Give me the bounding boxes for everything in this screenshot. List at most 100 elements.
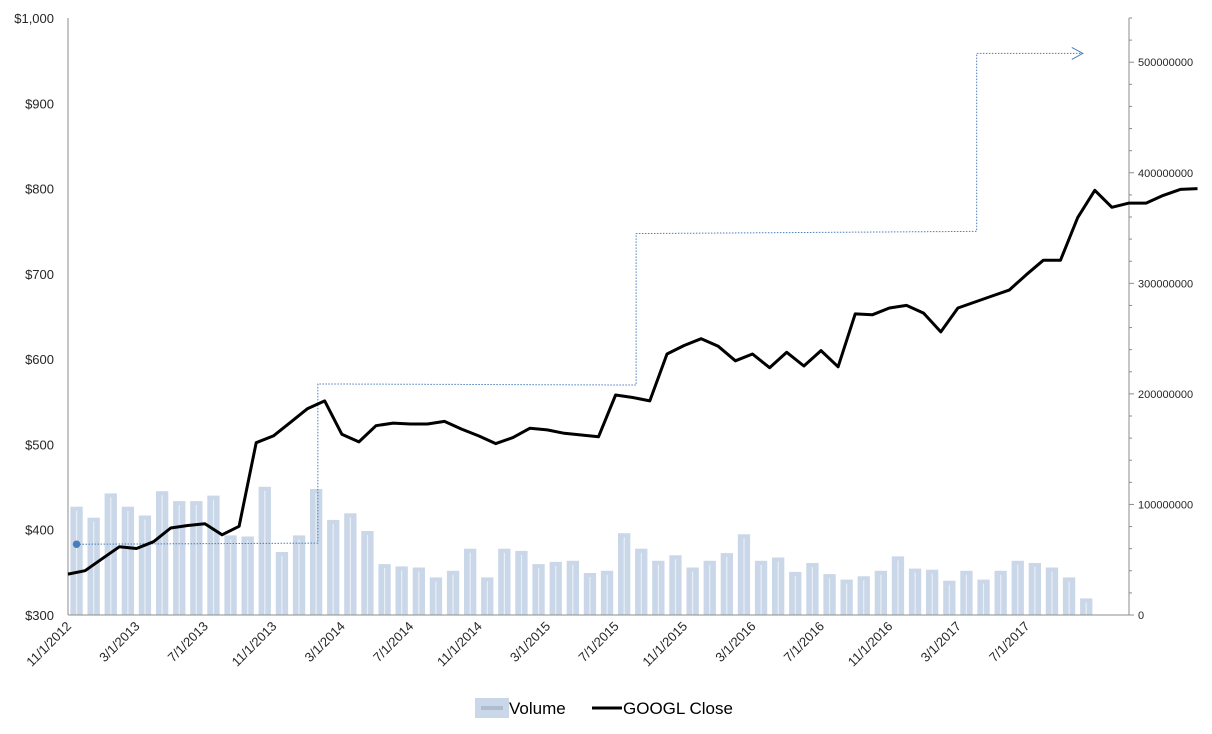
x-tick-label: 7/1/2016 — [781, 619, 827, 665]
volume-bar-highlight — [247, 540, 249, 615]
x-tick-label: 3/1/2017 — [918, 619, 964, 665]
volume-bar-highlight — [452, 574, 454, 615]
y-right-tick-label: 300000000 — [1138, 278, 1193, 290]
volume-bar-highlight — [401, 570, 403, 615]
x-tick-label: 3/1/2014 — [302, 619, 348, 665]
volume-bar-highlight — [640, 552, 642, 615]
volume-bar-highlight — [982, 583, 985, 615]
volume-bar-highlight — [384, 568, 386, 615]
y-left-tick-label: $500 — [25, 437, 54, 452]
volume-bar-highlight — [1034, 567, 1036, 615]
x-tick-label: 11/1/2016 — [845, 619, 896, 670]
x-tick-label: 7/1/2014 — [370, 619, 416, 665]
volume-bar-highlight — [366, 535, 369, 615]
volume-bar-highlight — [606, 574, 608, 615]
volume-bar-highlight — [144, 519, 146, 615]
volume-bar-highlight — [794, 575, 796, 615]
step-line — [72, 46, 1084, 549]
y-left-tick-label: $1,000 — [14, 11, 54, 26]
volume-bar-highlight — [469, 552, 471, 615]
y-left-tick-label: $800 — [25, 182, 54, 197]
volume-bar-highlight — [230, 539, 232, 615]
volume-bar-highlight — [418, 571, 420, 615]
volume-bar-highlight — [828, 578, 831, 615]
volume-bar-highlight — [880, 574, 882, 615]
axes — [67, 17, 1134, 616]
volume-bar-highlight — [572, 564, 574, 615]
x-tick-label: 11/1/2012 — [23, 619, 74, 670]
x-tick-label: 3/1/2015 — [507, 619, 553, 665]
volume-bar-highlight — [315, 493, 317, 615]
volume-bar-highlight — [538, 568, 540, 615]
x-tick-label: 7/1/2015 — [575, 619, 621, 665]
volume-bar-highlight — [726, 557, 728, 615]
volume-bar-highlight — [709, 564, 711, 615]
y-left-tick-label: $700 — [25, 267, 54, 282]
y-left-tick-label: $300 — [25, 608, 54, 623]
y-left-tick-label: $400 — [25, 523, 54, 538]
legend-volume-swatch-inner — [481, 706, 503, 710]
volume-bar-highlight — [349, 517, 351, 615]
y-right-tick-label: 100000000 — [1138, 499, 1193, 511]
volume-bar-highlight — [264, 490, 266, 615]
volume-bar-highlight — [1051, 571, 1053, 615]
volume-bar-highlight — [127, 510, 129, 615]
volume-bar-highlight — [161, 495, 163, 615]
volume-bar-highlight — [178, 505, 180, 615]
y-right-tick-label: 400000000 — [1138, 168, 1193, 180]
volume-bar-highlight — [948, 584, 950, 615]
x-tick-label: 11/1/2015 — [639, 619, 690, 670]
volume-bar-highlight — [1017, 564, 1019, 615]
volume-bar-highlight — [674, 559, 677, 615]
volume-bar-highlight — [1068, 581, 1070, 615]
volume-bar-highlight — [914, 572, 916, 615]
volume-bar-highlight — [93, 521, 95, 615]
volume-bar-highlight — [1000, 574, 1002, 615]
volume-bar-highlight — [435, 581, 437, 615]
x-tick-label: 11/1/2013 — [229, 619, 280, 670]
volume-bar-highlight — [486, 581, 488, 615]
volume-bar-highlight — [555, 565, 557, 615]
x-tick-label: 11/1/2014 — [434, 619, 485, 670]
legend: Volume GOOGL Close — [475, 698, 733, 718]
legend-volume-label: Volume — [509, 699, 566, 718]
y-right-tick-label: 500000000 — [1138, 57, 1193, 69]
close-polyline — [67, 187, 1198, 576]
volume-bar-highlight — [195, 505, 197, 615]
close-line — [67, 187, 1198, 576]
legend-close-label: GOOGL Close — [623, 699, 733, 718]
x-tick-label: 3/1/2013 — [96, 619, 142, 665]
volume-bar-highlight — [520, 554, 523, 615]
volume-bar-highlight — [110, 497, 112, 615]
x-tick-label: 3/1/2016 — [712, 619, 758, 665]
volume-bar-highlight — [965, 574, 967, 615]
volume-bar-highlight — [503, 552, 505, 615]
step-start-dot — [72, 540, 81, 549]
x-tick-label: 7/1/2017 — [986, 619, 1032, 665]
volume-bar-highlight — [589, 577, 591, 615]
volume-bar-highlight — [692, 571, 694, 615]
step-end-arrow — [1071, 46, 1084, 60]
volume-bar-highlight — [743, 538, 745, 615]
volume-bar-highlight — [212, 499, 215, 615]
volume-bar-highlight — [760, 564, 762, 615]
volume-bar-highlight — [811, 567, 813, 615]
volume-bar-highlight — [332, 523, 334, 615]
volume-bar-highlight — [1085, 602, 1087, 615]
volume-bar-highlight — [657, 564, 659, 615]
volume-bar-highlight — [897, 560, 899, 615]
y-right-tick-label: 200000000 — [1138, 389, 1193, 401]
x-tick-label: 7/1/2013 — [165, 619, 211, 665]
volume-bar-highlight — [623, 537, 625, 615]
volume-bar-highlight — [281, 556, 283, 615]
volume-bar-highlight — [931, 573, 933, 615]
volume-bar-highlight — [777, 561, 779, 615]
volume-bars — [70, 486, 1093, 615]
y-right-tick-label: 0 — [1138, 610, 1144, 622]
y-left-tick-label: $900 — [25, 96, 54, 111]
volume-bar-highlight — [846, 583, 848, 615]
volume-bar-highlight — [298, 539, 300, 615]
step-path — [76, 52, 1083, 545]
volume-bar-highlight — [76, 510, 78, 615]
